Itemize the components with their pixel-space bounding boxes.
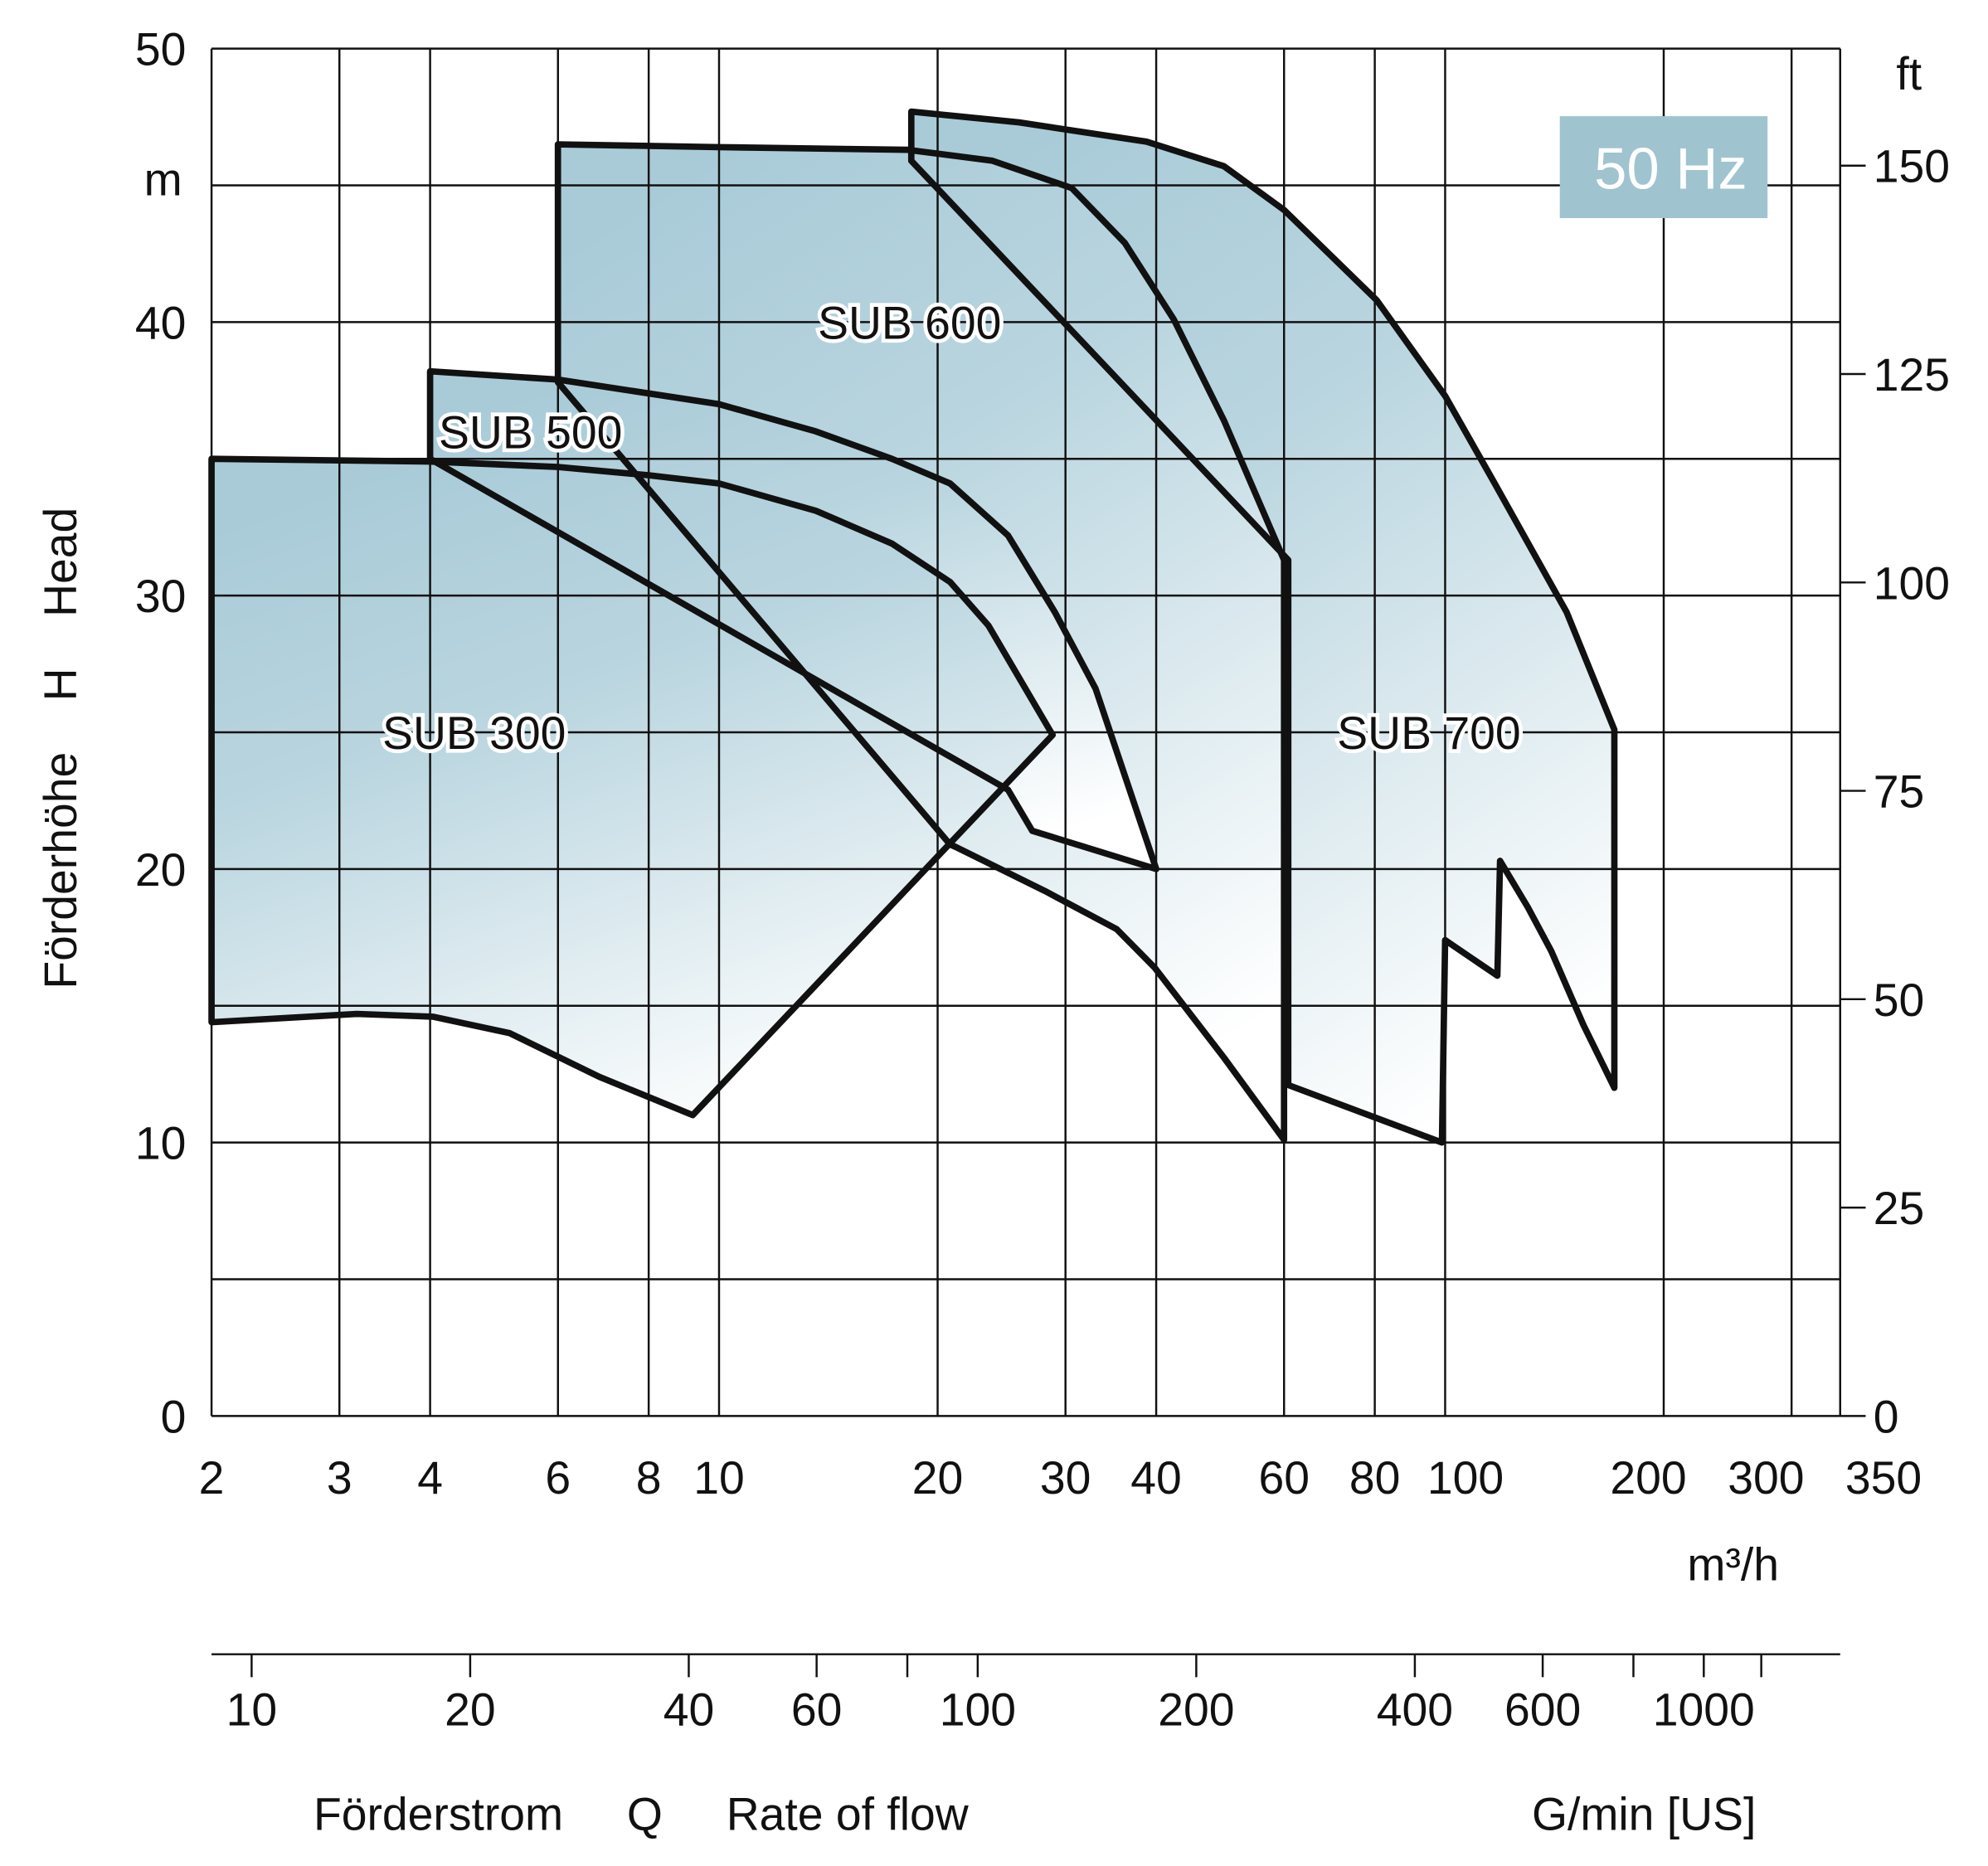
x-tick-label: 100 (1427, 1452, 1504, 1504)
x-tick-label: 80 (1349, 1452, 1401, 1504)
sub-500-label: SUB 500 (439, 406, 622, 458)
secondary-x-tick-label: 200 (1158, 1684, 1234, 1736)
x-axis-unit: m³/h (1687, 1539, 1779, 1591)
x-tick-label: 30 (1040, 1452, 1091, 1504)
y-tick-label-right: 75 (1874, 766, 1925, 818)
y-tick-label-left: 20 (135, 844, 187, 896)
secondary-x-axis-unit: G/min [US] (1532, 1789, 1756, 1840)
sub-300-outline (208, 455, 1057, 1119)
frequency-badge: 50 Hz (1559, 116, 1768, 219)
sub-700-label: SUB 700 (1337, 707, 1520, 759)
secondary-x-tick-label: 1000 (1653, 1684, 1755, 1736)
x-tick-label: 60 (1258, 1452, 1310, 1504)
x-tick-label: 20 (912, 1452, 964, 1504)
series-labels: SUB 700 SUB 600 SUB 500 SUB 300 (378, 294, 1524, 763)
secondary-x-tick-label: 400 (1377, 1684, 1453, 1736)
y-tick-label-right: 50 (1874, 974, 1925, 1026)
secondary-x-tick-label: 10 (226, 1684, 278, 1736)
y-tick-label-left: 50 (135, 24, 187, 75)
y-axis-label: Förderhöhe H Head (35, 508, 86, 989)
x-tick-label: 200 (1610, 1452, 1686, 1504)
x-axis-label: Förderstrom Q Rate of flow (314, 1789, 970, 1840)
y-tick-label-right: 25 (1874, 1183, 1925, 1234)
x-tick-label: 10 (693, 1452, 745, 1504)
y-tick-label-left: 10 (135, 1118, 187, 1169)
performance-areas (211, 111, 1615, 1143)
sub-600-outline (554, 141, 1288, 1144)
sub-600-label: SUB 600 (818, 297, 1001, 348)
x-tick-label: 3 (327, 1452, 352, 1504)
y-tick-label-left: 30 (135, 571, 187, 622)
x-tick-label: 300 (1728, 1452, 1804, 1504)
secondary-x-tick-label: 100 (940, 1684, 1016, 1736)
y-tick-label-right: 100 (1874, 557, 1950, 609)
secondary-x-tick-label: 600 (1504, 1684, 1581, 1736)
performance-outlines (208, 108, 1618, 1146)
x-tick-label: 6 (545, 1452, 571, 1504)
secondary-x-tick-label: 40 (663, 1684, 715, 1736)
y-tick-label-right: 125 (1874, 349, 1950, 401)
x-tick-label: 4 (417, 1452, 443, 1504)
y-tick-label-right: 150 (1874, 141, 1950, 192)
y-axis-unit-left: m (144, 153, 182, 205)
sub-300-area (211, 459, 1053, 1115)
x-tick-label: 40 (1130, 1452, 1182, 1504)
y-tick-label-left: 0 (161, 1391, 187, 1442)
sub-500-outline (426, 367, 1159, 872)
x-tick-label: 8 (636, 1452, 662, 1504)
badge-text: 50 Hz (1594, 136, 1747, 202)
axes: 2 3 4 6 8 10 20 30 40 60 80 100 200 300 35001020304050… (135, 24, 1950, 1736)
x-tick-label: 2 (199, 1452, 225, 1504)
sub-300-label: SUB 300 (382, 707, 566, 759)
secondary-x-tick-label: 60 (791, 1684, 843, 1736)
y-axis-unit-right: ft (1896, 48, 1922, 100)
y-tick-label-right: 0 (1874, 1391, 1899, 1442)
badge-background (1559, 116, 1768, 219)
y-tick-label-left: 40 (135, 297, 187, 348)
sub-700-area (911, 111, 1615, 1143)
secondary-x-tick-label: 20 (445, 1684, 496, 1736)
sub-700-outline (907, 108, 1618, 1146)
x-tick-label: 350 (1845, 1452, 1922, 1504)
